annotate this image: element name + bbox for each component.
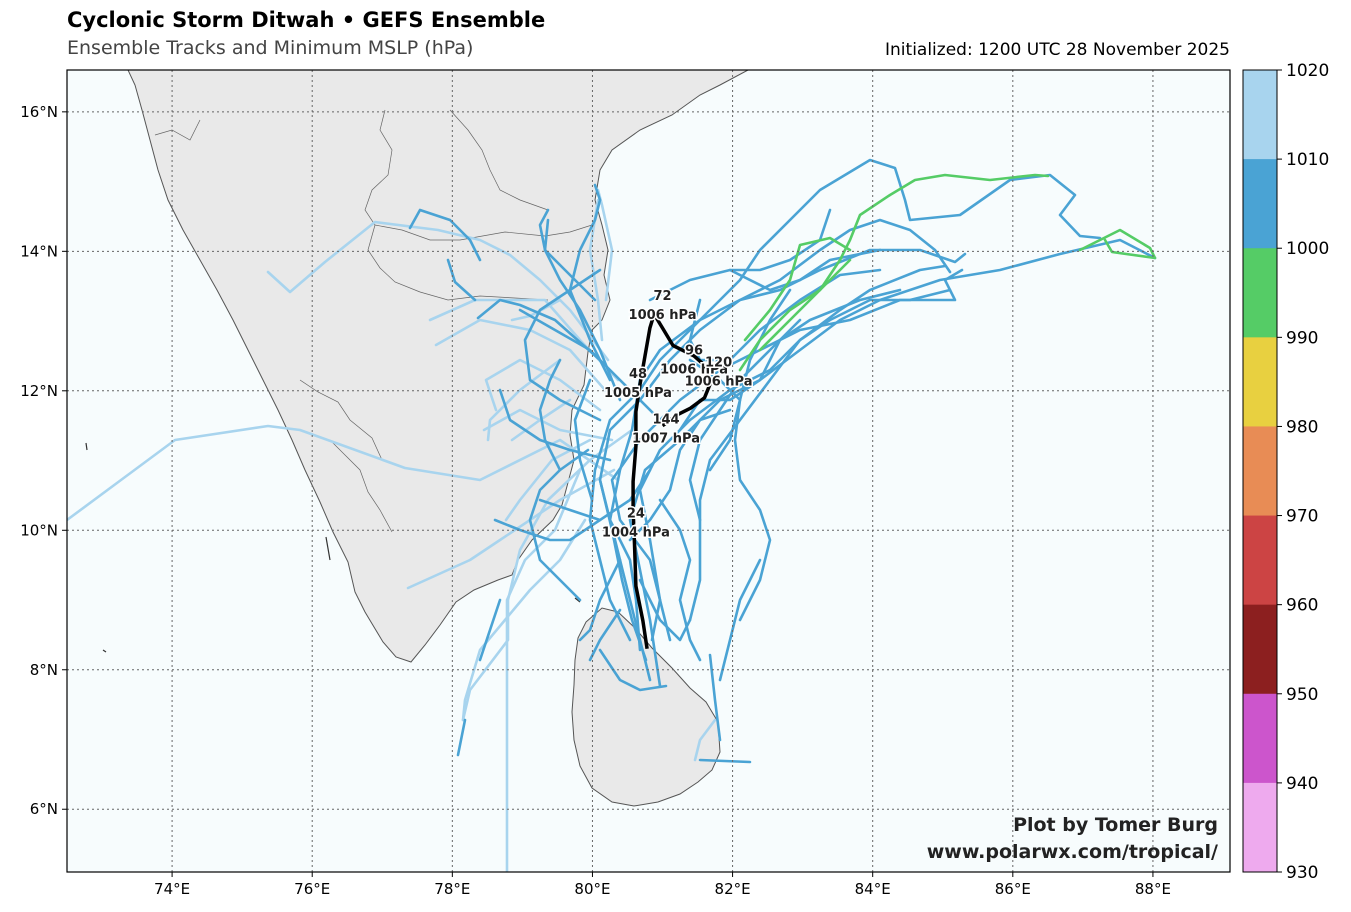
forecast-hour-label: 72: [653, 289, 671, 304]
x-tick-label: 84°E: [855, 880, 891, 898]
colorbar-tick-label: 1020: [1286, 61, 1329, 81]
x-tick-label: 82°E: [715, 880, 751, 898]
ensemble-mean-track: [631, 312, 712, 650]
gridlines: [67, 70, 1230, 872]
x-tick-label: 80°E: [574, 880, 610, 898]
mean-track-label: 48 1005 hPa: [603, 366, 674, 403]
small-islands: [85, 442, 581, 653]
state-borders: [154, 109, 593, 533]
x-tick-label: 74°E: [154, 880, 190, 898]
colorbar-segment: [1243, 604, 1277, 695]
colorbar-segment: [1243, 70, 1277, 160]
india-landmass: [127, 70, 749, 663]
colorbar-segment: [1243, 337, 1277, 427]
colorbar-frame: [1242, 69, 1278, 873]
colorbar-tick-label: 960: [1286, 596, 1318, 616]
mslp-label: 1007 hPa: [632, 432, 700, 447]
ensemble-tracks: [67, 158, 1157, 872]
y-tick-label: 10°N: [20, 521, 58, 539]
forecast-hour-label: 96: [685, 344, 703, 359]
y-tick-label: 14°N: [20, 242, 58, 260]
colorbar-tick-label: 1010: [1286, 150, 1329, 170]
colorbar-segment: [1243, 159, 1277, 249]
mean-track-label: 72 1006 hPa: [627, 288, 698, 325]
x-tick-label: 78°E: [434, 880, 470, 898]
colorbar-segment: [1243, 515, 1277, 606]
colorbar-segment: [1243, 426, 1277, 517]
map-title: Cyclonic Storm Ditwah • GEFS Ensemble: [67, 8, 546, 32]
colorbar-tick-label: 950: [1286, 685, 1318, 705]
x-axis-ticks: 74°E 76°E 78°E 80°E 82°E 84°E 86°E 88°E: [154, 872, 1171, 898]
forecast-hour-label: 24: [627, 507, 645, 522]
y-tick-label: 12°N: [20, 382, 58, 400]
mean-track-label: 144 1007 hPa: [631, 411, 702, 448]
colorbar-tick-label: 980: [1286, 417, 1318, 437]
x-tick-label: 86°E: [995, 880, 1031, 898]
y-tick-label: 8°N: [30, 661, 58, 679]
colorbar-segment: [1243, 248, 1277, 338]
map-subtitle: Ensemble Tracks and Minimum MSLP (hPa): [67, 37, 474, 59]
mslp-label: 1005 hPa: [604, 386, 672, 401]
colorbar-tick-label: 970: [1286, 507, 1318, 527]
colorbar-segment: [1243, 693, 1277, 784]
colorbar-tick-label: 990: [1286, 328, 1318, 348]
colorbar-tick-label: 1000: [1286, 239, 1329, 259]
y-tick-label: 16°N: [20, 103, 58, 121]
mean-track-label: 96 1006 hPa: [659, 342, 730, 379]
forecast-hour-label: 120: [705, 355, 732, 370]
forecast-hour-label: 144: [652, 413, 679, 428]
x-tick-label: 88°E: [1135, 880, 1171, 898]
mslp-label: 1006 hPa: [660, 363, 728, 378]
forecast-hour-label: 48: [629, 367, 647, 382]
credit-author: Plot by Tomer Burg: [1013, 814, 1218, 836]
colorbar-segment: [1243, 782, 1277, 873]
mean-track-label: 24 1004 hPa: [600, 505, 671, 542]
mslp-colorbar: 1020 1010 1000 990 980 970 960 950 940 930: [1242, 61, 1329, 883]
y-axis-ticks: 16°N 14°N 12°N 10°N 8°N 6°N: [20, 103, 67, 818]
colorbar-tick-label: 930: [1286, 863, 1318, 883]
x-tick-label: 76°E: [294, 880, 330, 898]
y-tick-label: 6°N: [30, 800, 58, 818]
mslp-label: 1004 hPa: [602, 526, 670, 541]
mslp-label: 1006 hPa: [685, 374, 753, 389]
mean-track-labels: 24 1004 hPa 48 1005 hPa 72 1006 hPa 96 1006 hPa…: [600, 288, 754, 543]
colorbar-tick-label: 940: [1286, 774, 1318, 794]
sri-lanka-landmass: [571, 607, 721, 807]
plot-frame: [66, 69, 1231, 873]
init-time: Initialized: 1200 UTC 28 November 2025: [885, 40, 1230, 60]
mean-track-label: 120 1006 hPa: [683, 354, 754, 391]
credit-url: www.polarwx.com/tropical/: [927, 841, 1218, 863]
mslp-label: 1006 hPa: [629, 308, 697, 323]
